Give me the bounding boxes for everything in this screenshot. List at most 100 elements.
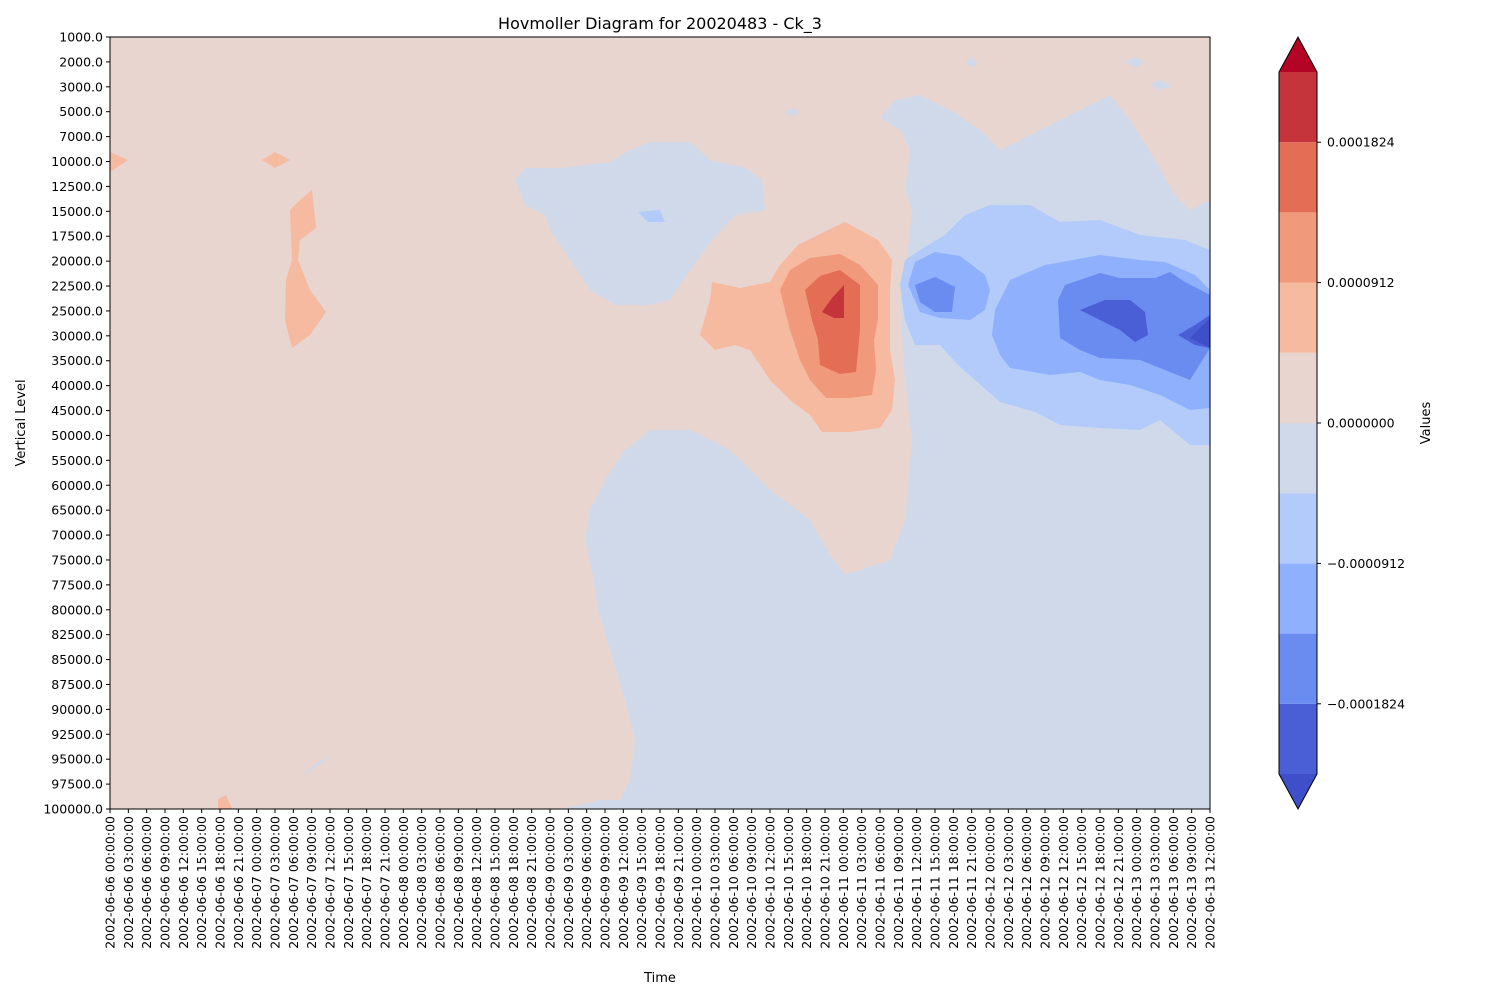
- y-axis: 1000.0 2000.0 3000.0 5000.0 7000.0 10000.0 125…: [43, 30, 110, 817]
- field-negative-maximum: [1080, 300, 1210, 348]
- x-tick-label: 2002-06-10 18:00:00: [799, 816, 814, 949]
- x-tick-label: 2002-06-12 12:00:00: [1056, 816, 1071, 949]
- y-tick-label: 35000.0: [51, 353, 103, 368]
- x-tick-label: 2002-06-06 09:00:00: [158, 816, 173, 949]
- chart-title: Hovmoller Diagram for 20020483 - Ck_3: [498, 14, 822, 34]
- field-positive-medium-left: [110, 152, 128, 172]
- y-tick-label: 25000.0: [51, 303, 103, 318]
- field-negative-extreme: [1190, 318, 1210, 348]
- y-tick-label: 22500.0: [51, 279, 103, 294]
- colorbar-segment: [1279, 282, 1317, 353]
- x-tick-label: 2002-06-08 18:00:00: [506, 816, 521, 949]
- x-tick-label: 2002-06-11 03:00:00: [854, 816, 869, 949]
- y-tick-label: 82500.0: [51, 627, 103, 642]
- field-positive-larger: [805, 270, 860, 374]
- y-tick-label: 75000.0: [51, 552, 103, 567]
- y-tick-label: 45000.0: [51, 403, 103, 418]
- y-tick-label: 7000.0: [59, 129, 103, 144]
- x-tick-label: 2002-06-11 00:00:00: [836, 816, 851, 949]
- x-tick-label: 2002-06-08 09:00:00: [451, 816, 466, 949]
- colorbar-extend-over: [1279, 37, 1317, 72]
- x-tick-label: 2002-06-09 00:00:00: [543, 816, 558, 949]
- x-tick-label: 2002-06-13 03:00:00: [1148, 816, 1163, 949]
- y-tick-label: 1000.0: [59, 30, 103, 45]
- x-tick-label: 2002-06-13 12:00:00: [1203, 816, 1218, 949]
- x-tick-label: 2002-06-06 12:00:00: [176, 816, 191, 949]
- x-tick-label: 2002-06-09 18:00:00: [653, 816, 668, 949]
- y-tick-label: 10000.0: [51, 154, 103, 169]
- field-negative-small-blob-2: [1125, 57, 1145, 68]
- y-tick-label: 55000.0: [51, 453, 103, 468]
- x-tick-label: 2002-06-11 21:00:00: [964, 816, 979, 949]
- x-axis-label: Time: [643, 971, 676, 986]
- x-tick-label: 2002-06-11 15:00:00: [928, 816, 943, 949]
- colorbar-segment: [1279, 633, 1317, 704]
- x-tick-label: 2002-06-06 15:00:00: [194, 816, 209, 949]
- x-tick-label: 2002-06-09 06:00:00: [579, 816, 594, 949]
- colorbar-tick-label: 0.0000000: [1327, 416, 1395, 431]
- field-negative-small-blob-4: [785, 108, 800, 116]
- x-tick-label: 2002-06-09 15:00:00: [634, 816, 649, 949]
- y-tick-label: 20000.0: [51, 254, 103, 269]
- colorbar-segment: [1279, 703, 1317, 774]
- x-tick-label: 2002-06-08 03:00:00: [414, 816, 429, 949]
- x-tick-label: 2002-06-07 00:00:00: [249, 816, 264, 949]
- x-tick-label: 2002-06-06 21:00:00: [231, 816, 246, 949]
- y-tick-label: 17500.0: [51, 229, 103, 244]
- x-tick-label: 2002-06-11 18:00:00: [946, 816, 961, 949]
- x-tick-label: 2002-06-07 12:00:00: [323, 816, 338, 949]
- x-tick-label: 2002-06-07 03:00:00: [268, 816, 283, 949]
- y-tick-label: 70000.0: [51, 528, 103, 543]
- y-tick-label: 90000.0: [51, 702, 103, 717]
- colorbar-extend-under: [1279, 774, 1317, 809]
- x-tick-label: 2002-06-08 15:00:00: [488, 816, 503, 949]
- y-tick-label: 77500.0: [51, 577, 103, 592]
- x-tick-label: 2002-06-10 09:00:00: [744, 816, 759, 949]
- x-tick-label: 2002-06-08 06:00:00: [433, 816, 448, 949]
- x-tick-label: 2002-06-11 12:00:00: [909, 816, 924, 949]
- colorbar-segment: [1279, 212, 1317, 283]
- y-tick-label: 40000.0: [51, 378, 103, 393]
- y-tick-label: 30000.0: [51, 328, 103, 343]
- y-axis-label: Vertical Level: [14, 379, 29, 466]
- y-tick-label: 97500.0: [51, 777, 103, 792]
- x-tick-label: 2002-06-10 06:00:00: [726, 816, 741, 949]
- field-positive-medium-small: [262, 152, 290, 168]
- y-tick-label: 100000.0: [43, 802, 103, 817]
- x-tick-label: 2002-06-10 12:00:00: [763, 816, 778, 949]
- x-tick-label: 2002-06-10 00:00:00: [689, 816, 704, 949]
- y-tick-label: 2000.0: [59, 54, 103, 69]
- x-tick-label: 2002-06-08 12:00:00: [469, 816, 484, 949]
- field-positive-medium-column: [285, 190, 326, 348]
- x-tick-label: 2002-06-07 18:00:00: [359, 816, 374, 949]
- x-tick-label: 2002-06-09 21:00:00: [671, 816, 686, 949]
- field-positive-medium-bottom: [218, 795, 232, 809]
- x-tick-label: 2002-06-12 03:00:00: [1001, 816, 1016, 949]
- x-tick-label: 2002-06-13 06:00:00: [1166, 816, 1181, 949]
- colorbar-tick-label: 0.0001824: [1327, 135, 1395, 150]
- x-tick-label: 2002-06-06 06:00:00: [139, 816, 154, 949]
- colorbar-segment: [1279, 423, 1317, 494]
- colorbar-segment: [1279, 352, 1317, 423]
- y-tick-label: 80000.0: [51, 602, 103, 617]
- x-tick-label: 2002-06-09 12:00:00: [616, 816, 631, 949]
- y-tick-label: 5000.0: [59, 104, 103, 119]
- x-tick-label: 2002-06-13 00:00:00: [1129, 816, 1144, 949]
- colorbar-segment: [1279, 493, 1317, 564]
- x-tick-label: 2002-06-12 21:00:00: [1111, 816, 1126, 949]
- x-tick-label: 2002-06-09 03:00:00: [561, 816, 576, 949]
- x-tick-label: 2002-06-08 21:00:00: [524, 816, 539, 949]
- colorbar-segment: [1279, 72, 1317, 143]
- y-tick-label: 92500.0: [51, 727, 103, 742]
- x-tick-label: 2002-06-07 06:00:00: [286, 816, 301, 949]
- field-negative-small-blob-3: [1150, 80, 1172, 90]
- y-tick-label: 3000.0: [59, 79, 103, 94]
- x-tick-label: 2002-06-10 03:00:00: [708, 816, 723, 949]
- x-tick-label: 2002-06-12 18:00:00: [1093, 816, 1108, 949]
- field-negative-larger-left: [915, 277, 955, 312]
- y-tick-label: 15000.0: [51, 204, 103, 219]
- colorbar-segment: [1279, 563, 1317, 634]
- x-tick-label: 2002-06-11 06:00:00: [873, 816, 888, 949]
- colorbar-tick-label: 0.0000912: [1327, 275, 1395, 290]
